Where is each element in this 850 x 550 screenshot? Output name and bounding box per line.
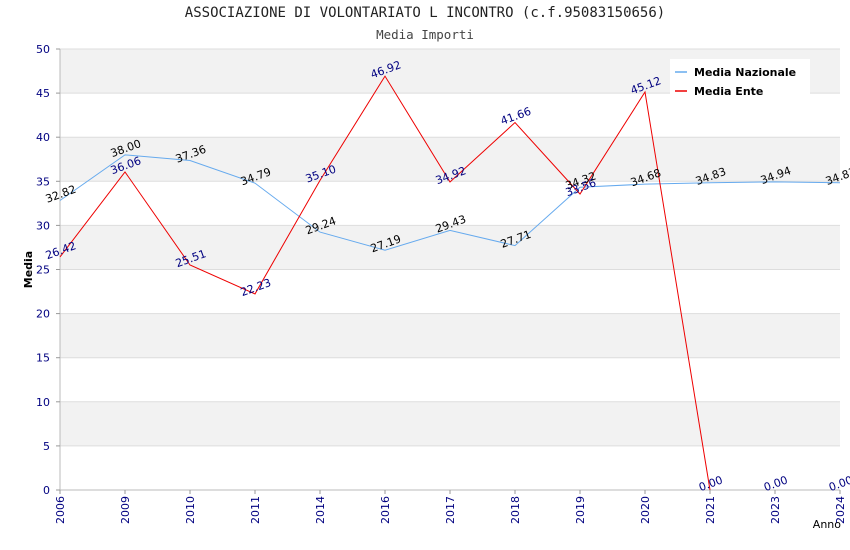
y-tick-label: 25 bbox=[36, 264, 50, 277]
y-tick-label: 5 bbox=[43, 440, 50, 453]
x-tick-label: 2006 bbox=[54, 496, 67, 524]
chart-title: ASSOCIAZIONE DI VOLONTARIATO L INCONTRO … bbox=[184, 5, 666, 21]
data-label: 41.66 bbox=[499, 105, 533, 128]
data-label: 0.00 bbox=[762, 473, 789, 494]
y-tick-label: 0 bbox=[43, 484, 50, 497]
series-line-media-ente bbox=[59, 75, 711, 491]
y-tick-label: 30 bbox=[36, 219, 50, 232]
legend-box bbox=[670, 59, 810, 97]
y-tick-label: 45 bbox=[36, 87, 50, 100]
grid-band bbox=[60, 313, 840, 358]
grid-band bbox=[60, 401, 840, 446]
data-label: 0.00 bbox=[697, 473, 724, 494]
x-tick-label: 2018 bbox=[509, 496, 522, 524]
data-label: 22.23 bbox=[239, 276, 273, 299]
x-tick-label: 2009 bbox=[119, 496, 132, 524]
y-tick-label: 35 bbox=[36, 175, 50, 188]
x-tick-label: 2023 bbox=[769, 496, 782, 524]
x-axis-label: Anno bbox=[813, 518, 841, 531]
x-tick-label: 2011 bbox=[249, 496, 262, 524]
y-tick-label: 15 bbox=[36, 352, 50, 365]
y-tick-label: 40 bbox=[36, 131, 50, 144]
legend-label: Media Nazionale bbox=[694, 66, 796, 79]
data-label: 0.00 bbox=[827, 473, 850, 494]
x-tick-label: 2021 bbox=[704, 496, 717, 524]
y-axis-label: Media bbox=[22, 251, 35, 288]
legend-label: Media Ente bbox=[694, 85, 763, 98]
x-tick-label: 2010 bbox=[184, 496, 197, 524]
y-tick-label: 50 bbox=[36, 43, 50, 56]
x-tick-label: 2019 bbox=[574, 496, 587, 524]
grid-band bbox=[60, 137, 840, 182]
x-tick-label: 2017 bbox=[444, 496, 457, 524]
x-tick-label: 2014 bbox=[314, 496, 327, 524]
y-tick-label: 20 bbox=[36, 308, 50, 321]
x-tick-label: 2020 bbox=[639, 496, 652, 524]
x-tick-label: 2016 bbox=[379, 496, 392, 524]
series-line-media-nazionale bbox=[59, 154, 841, 251]
x-tick-label: 2024 bbox=[834, 496, 847, 524]
grid-band bbox=[60, 225, 840, 270]
y-tick-label: 10 bbox=[36, 396, 50, 409]
chart-subtitle: Media Importi bbox=[376, 27, 474, 42]
